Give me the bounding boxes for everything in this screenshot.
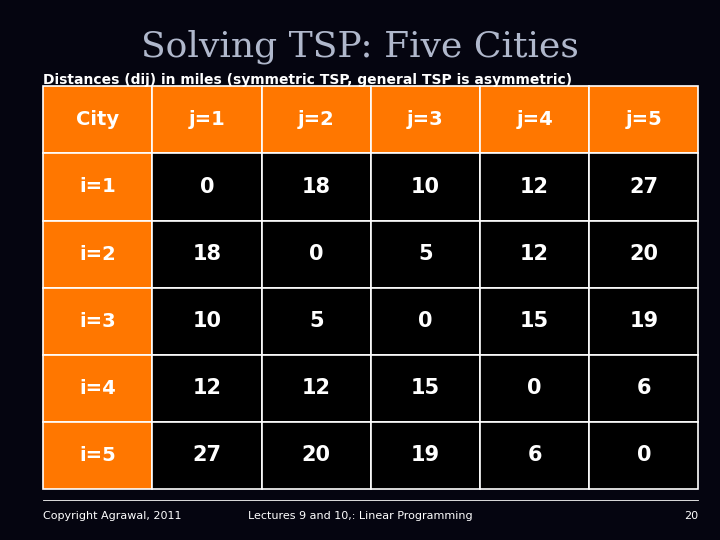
Text: i=3: i=3 [79, 312, 116, 330]
Text: 6: 6 [636, 378, 651, 398]
Bar [371, 287, 480, 355]
Text: 20: 20 [629, 244, 658, 264]
Text: 15: 15 [520, 311, 549, 331]
Bar [261, 422, 371, 489]
Bar [371, 86, 480, 153]
Bar [261, 86, 371, 153]
Bar [43, 287, 153, 355]
Text: j=2: j=2 [298, 110, 335, 130]
Text: 20: 20 [302, 445, 330, 465]
Bar [480, 153, 589, 220]
Text: 6: 6 [527, 445, 542, 465]
Bar [589, 287, 698, 355]
Text: 10: 10 [192, 311, 222, 331]
Bar [43, 220, 153, 287]
Bar [261, 355, 371, 422]
Text: 10: 10 [411, 177, 440, 197]
Bar [480, 355, 589, 422]
Text: 27: 27 [192, 445, 222, 465]
Bar [153, 86, 261, 153]
Bar [589, 422, 698, 489]
Text: 0: 0 [309, 244, 323, 264]
Bar [480, 220, 589, 287]
Text: 18: 18 [302, 177, 330, 197]
Text: 5: 5 [309, 311, 323, 331]
Text: 18: 18 [192, 244, 222, 264]
Text: 0: 0 [199, 177, 215, 197]
Text: 12: 12 [192, 378, 222, 398]
Text: Distances (dij) in miles (symmetric TSP, general TSP is asymmetric): Distances (dij) in miles (symmetric TSP,… [43, 73, 572, 87]
Text: 12: 12 [302, 378, 330, 398]
Bar [43, 153, 153, 220]
Bar [153, 422, 261, 489]
Text: 0: 0 [636, 445, 651, 465]
Text: i=4: i=4 [79, 379, 116, 397]
Text: j=5: j=5 [626, 110, 662, 130]
Text: 5: 5 [418, 244, 433, 264]
Bar [480, 422, 589, 489]
Bar [589, 220, 698, 287]
Text: j=4: j=4 [516, 110, 553, 130]
Bar [261, 287, 371, 355]
Bar [589, 153, 698, 220]
Bar [589, 86, 698, 153]
Text: 19: 19 [411, 445, 440, 465]
Bar [43, 422, 153, 489]
Text: 0: 0 [418, 311, 433, 331]
Bar [153, 355, 261, 422]
Bar [43, 355, 153, 422]
Text: City: City [76, 110, 120, 130]
Text: 27: 27 [629, 177, 658, 197]
Text: Lectures 9 and 10,: Linear Programming: Lectures 9 and 10,: Linear Programming [248, 511, 472, 521]
Text: Solving TSP: Five Cities: Solving TSP: Five Cities [141, 30, 579, 64]
Bar [371, 220, 480, 287]
Bar [480, 287, 589, 355]
Text: i=5: i=5 [79, 446, 116, 465]
Bar [153, 287, 261, 355]
Bar [371, 422, 480, 489]
Text: 12: 12 [520, 177, 549, 197]
Text: 19: 19 [629, 311, 658, 331]
Text: j=1: j=1 [189, 110, 225, 130]
Bar [261, 220, 371, 287]
Bar [371, 355, 480, 422]
Bar [261, 153, 371, 220]
Bar [589, 355, 698, 422]
Text: i=2: i=2 [79, 245, 116, 264]
Bar [43, 86, 153, 153]
Bar [153, 220, 261, 287]
Text: 12: 12 [520, 244, 549, 264]
Text: Copyright Agrawal, 2011: Copyright Agrawal, 2011 [43, 511, 181, 521]
Bar [371, 153, 480, 220]
Text: 20: 20 [684, 511, 698, 521]
Text: j=3: j=3 [407, 110, 444, 130]
Text: 0: 0 [527, 378, 542, 398]
Text: i=1: i=1 [79, 178, 116, 197]
Bar [480, 86, 589, 153]
Text: 15: 15 [411, 378, 440, 398]
Bar [153, 153, 261, 220]
